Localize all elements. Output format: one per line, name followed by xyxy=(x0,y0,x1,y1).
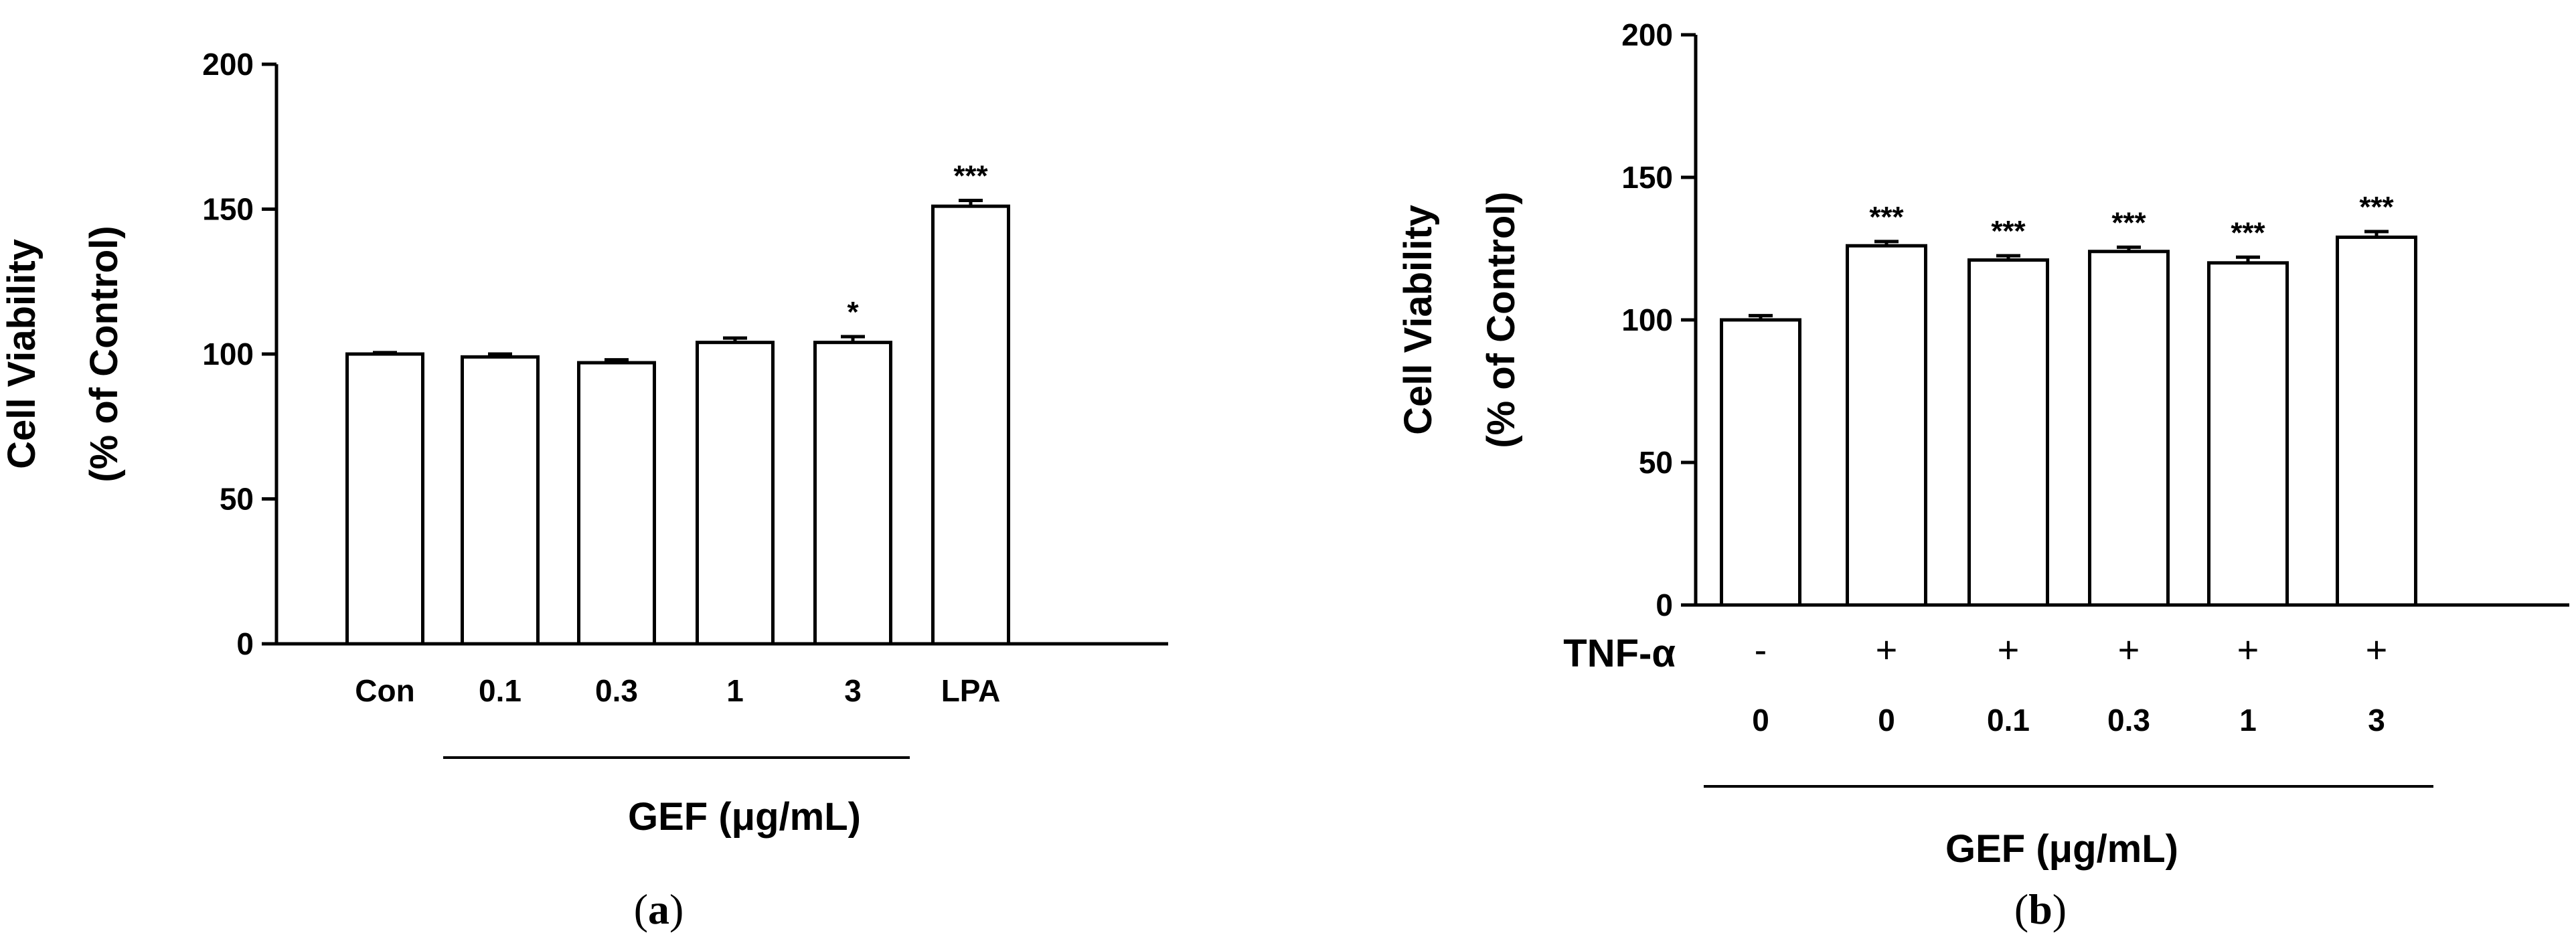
x-category-label: 0.1 xyxy=(479,673,521,708)
y-tick-label: 150 xyxy=(1621,160,1673,195)
group-label: GEF (μg/mL) xyxy=(628,795,861,839)
y-tick-label: 200 xyxy=(202,47,254,82)
x-category-label: 0.1 xyxy=(1987,703,2030,738)
bar xyxy=(931,204,1010,646)
y-tick-label: 200 xyxy=(1621,17,1673,52)
y-tick-label: 100 xyxy=(202,337,254,371)
bar xyxy=(2336,235,2417,607)
x-category-label: 0 xyxy=(1752,703,1769,738)
y-tick-label: 50 xyxy=(1639,445,1673,480)
y-tick-label: 0 xyxy=(1656,588,1673,622)
y-tick-label: 100 xyxy=(1621,302,1673,337)
x-category-label: 3 xyxy=(844,673,862,708)
x-category-label: 1 xyxy=(726,673,744,708)
y-tick-label: 0 xyxy=(236,626,254,661)
x-category-label: 1 xyxy=(2239,703,2257,738)
significance-marker: *** xyxy=(2111,206,2146,239)
x-category-label: Con xyxy=(355,673,414,708)
y-axis-label-line1: Cell Viability xyxy=(0,239,44,469)
y-tick-label: 150 xyxy=(202,192,254,227)
bar xyxy=(345,352,424,646)
bar xyxy=(1967,258,2049,607)
y-axis-label-line2: (% of Control) xyxy=(1479,191,1523,448)
panel-caption: (b) xyxy=(2014,885,2067,933)
treatment-sign: + xyxy=(2237,628,2259,671)
panel-a: 0 50 100 150 200 Cell Viability (% of Control)… xyxy=(0,47,1168,933)
treatment-sign: - xyxy=(1755,628,1767,671)
x-category-label: 3 xyxy=(2368,703,2385,738)
bar xyxy=(2088,250,2170,607)
significance-marker: * xyxy=(847,296,859,329)
bar xyxy=(1846,244,1927,607)
treatment-sign: + xyxy=(2366,628,2388,671)
significance-marker: *** xyxy=(953,160,988,193)
significance-marker: *** xyxy=(1869,201,1904,234)
x-category-label: LPA xyxy=(941,673,1001,708)
significance-marker: *** xyxy=(2231,216,2265,249)
y-tick-label: 50 xyxy=(220,482,254,517)
bar xyxy=(1720,318,1801,607)
treatment-sign: + xyxy=(1876,628,1898,671)
y-axis-label-line1: Cell Viability xyxy=(1396,205,1440,435)
significance-marker: *** xyxy=(2359,191,2394,224)
bar xyxy=(2207,261,2289,607)
x-category-label: 0 xyxy=(1878,703,1895,738)
bar xyxy=(813,341,892,646)
bar xyxy=(696,341,775,646)
bar xyxy=(577,361,656,646)
x-category-label: 0.3 xyxy=(2107,703,2150,738)
x-category-label: 0.3 xyxy=(595,673,638,708)
treatment-sign: + xyxy=(2118,628,2140,671)
panel-caption: (a) xyxy=(634,885,684,933)
y-axis-label-line2: (% of Control) xyxy=(82,226,126,482)
group-label: GEF (μg/mL) xyxy=(1945,827,2178,871)
treatment-label: TNF-α xyxy=(1563,632,1676,675)
treatment-sign: + xyxy=(1998,628,2020,671)
bar xyxy=(461,355,540,646)
significance-marker: *** xyxy=(1991,215,2026,248)
